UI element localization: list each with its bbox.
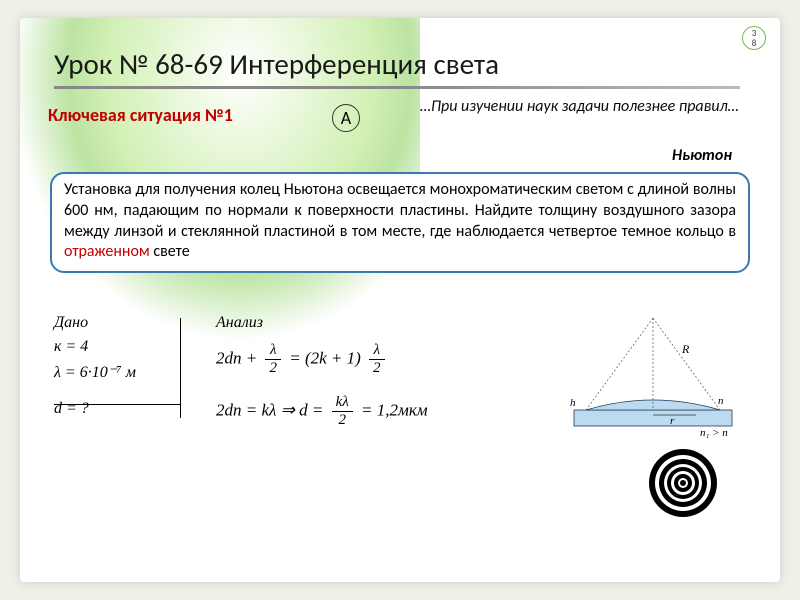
title-underline <box>54 86 740 89</box>
given-lambda: λ = 6·10⁻⁷ м <box>54 362 136 382</box>
f1-frac1-top: λ <box>265 342 281 360</box>
page-number-badge: 3 8 <box>742 26 766 50</box>
page-number-bottom: 8 <box>743 39 765 49</box>
problem-text-highlight: отраженном <box>64 242 150 261</box>
formula-1: 2dn + λ 2 = (2k + 1) λ 2 <box>216 342 389 377</box>
f2-lhs: 2dn = kλ ⇒ d = <box>216 400 323 419</box>
f1-frac2-top: λ <box>369 342 385 360</box>
given-label: Дано <box>54 314 136 332</box>
formula-2: 2dn = kλ ⇒ d = kλ 2 = 1,2мкм <box>216 394 428 429</box>
given-block: Дано к = 4 λ = 6·10⁻⁷ м d = ? <box>54 314 136 424</box>
diagram-label-r: r <box>670 415 675 427</box>
newton-rings-icon <box>648 448 718 518</box>
lens-diagram: R n h r n₁ > n <box>568 318 738 438</box>
letter-badge: А <box>332 104 360 132</box>
f2-frac-bot: 2 <box>332 412 353 429</box>
given-d: d = ? <box>54 400 136 418</box>
f2-rhs: = 1,2мкм <box>361 400 428 419</box>
epigraph-author: Ньютон <box>672 146 732 165</box>
problem-text-pre: Установка для получения колец Ньютона ос… <box>64 180 736 241</box>
diagram-label-n: n <box>718 395 724 407</box>
f1-lhs: 2dn + <box>216 348 257 367</box>
key-situation-label: Ключевая ситуация №1 <box>48 104 268 126</box>
diagram-label-R: R <box>681 342 690 356</box>
problem-statement-box: Установка для получения колец Ньютона ос… <box>50 172 750 273</box>
slide-title: Урок № 68-69 Интерференция света <box>54 46 740 82</box>
epigraph-quote: …При изучении наук задачи полезнее прави… <box>420 98 740 116</box>
diagram-label-h: h <box>570 397 576 409</box>
given-vertical-divider <box>180 318 181 418</box>
diagram-label-n1: n₁ > n <box>700 427 728 438</box>
f1-mid: = (2k + 1) <box>289 348 361 367</box>
given-k: к = 4 <box>54 338 136 356</box>
f2-frac-top: kλ <box>332 394 353 412</box>
given-horizontal-divider <box>54 404 180 405</box>
f1-frac2-bot: 2 <box>369 360 385 377</box>
slide-frame: 3 8 Урок № 68-69 Интерференция света Клю… <box>20 18 780 582</box>
problem-text-post: свете <box>150 242 190 261</box>
analysis-label: Анализ <box>216 314 263 332</box>
f1-frac1-bot: 2 <box>265 360 281 377</box>
